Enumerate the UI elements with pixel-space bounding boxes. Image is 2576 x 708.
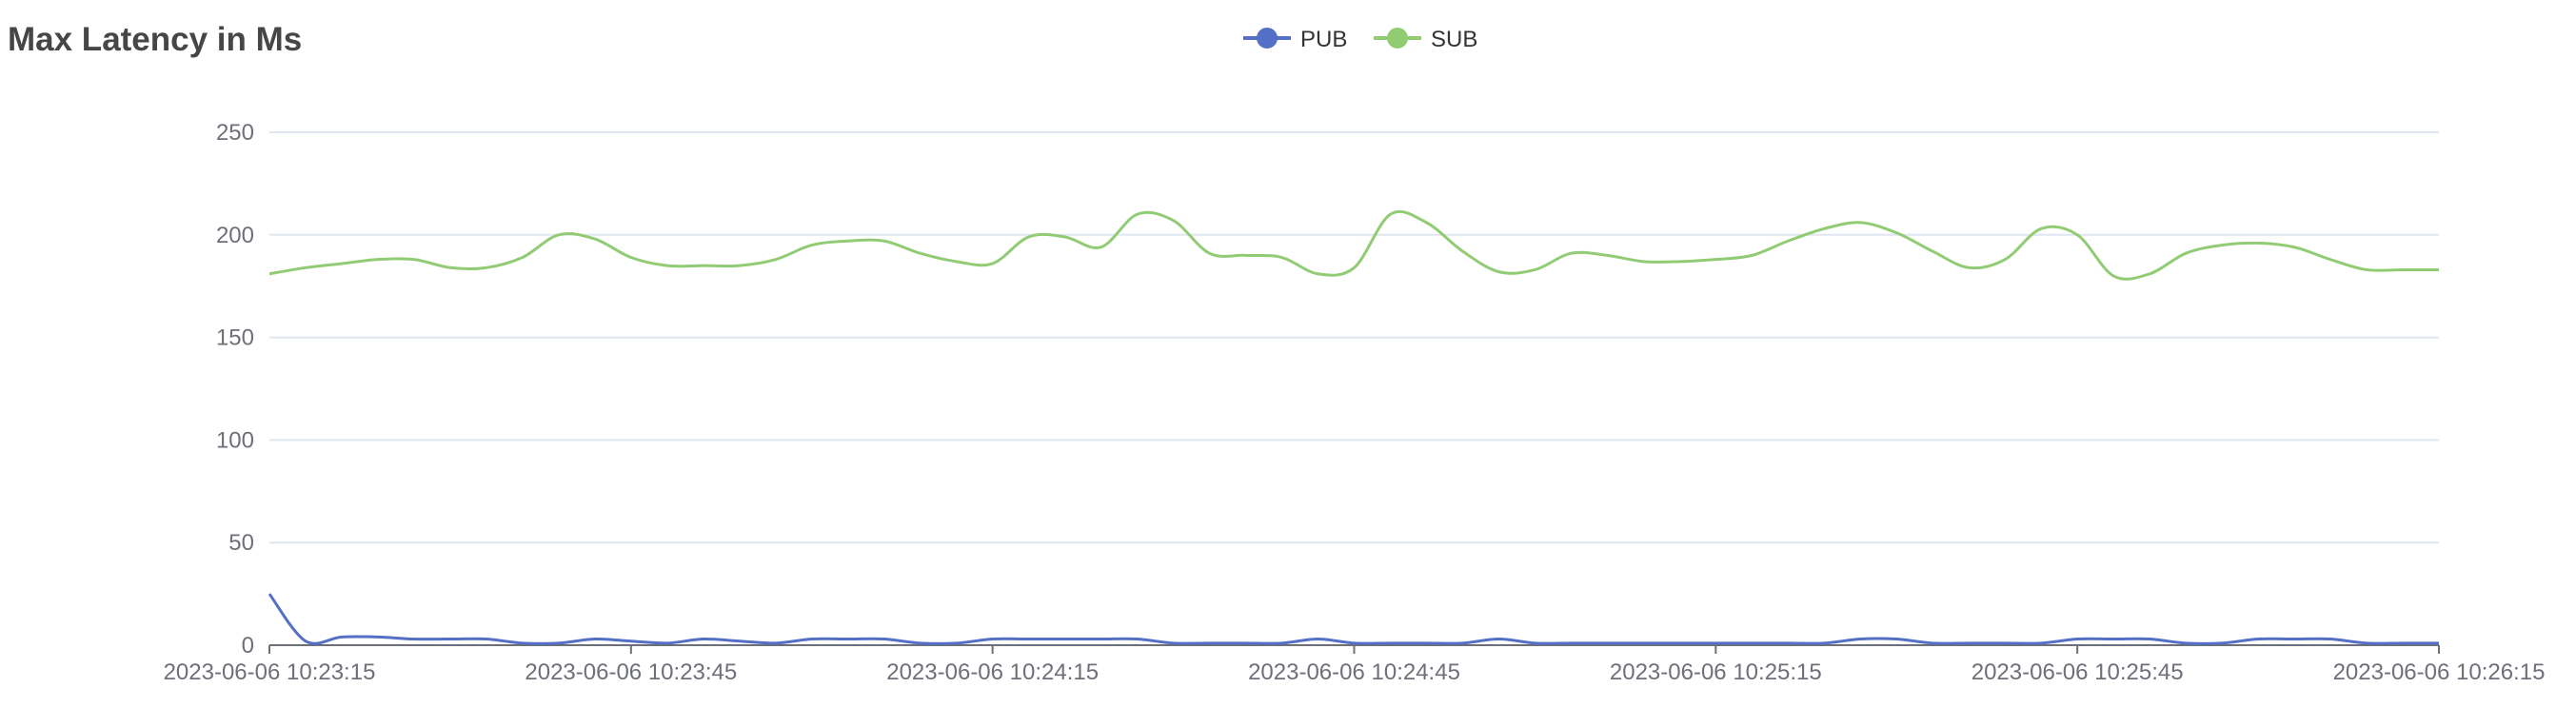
x-tick-label: 2023-06-06 10:23:45 (525, 659, 737, 685)
x-tick-label: 2023-06-06 10:24:15 (886, 659, 1099, 685)
x-tick-label: 2023-06-06 10:24:45 (1248, 659, 1460, 685)
x-tick-label: 2023-06-06 10:25:45 (1972, 659, 2184, 685)
y-tick-label: 200 (216, 223, 254, 248)
x-tick-label: 2023-06-06 10:25:15 (1610, 659, 1822, 685)
legend-marker-icon (1257, 28, 1278, 49)
legend[interactable]: PUB SUB (1243, 27, 1477, 52)
legend-label: SUB (1431, 27, 1477, 52)
legend-item-pub[interactable]: PUB (1243, 27, 1347, 52)
y-tick-label: 150 (216, 325, 254, 351)
legend-item-sub[interactable]: SUB (1374, 27, 1477, 52)
x-tick-label: 2023-06-06 10:23:15 (164, 659, 376, 685)
chart-title: Max Latency in Ms (8, 21, 303, 58)
x-axis (268, 644, 2440, 654)
y-axis-labels: 0 50 100 150 200 250 (216, 120, 254, 659)
y-tick-label: 0 (242, 633, 254, 659)
x-tick-label: 2023-06-06 10:26:15 (2333, 659, 2546, 685)
legend-label: PUB (1300, 27, 1347, 52)
x-axis-labels: 2023-06-06 10:23:15 2023-06-06 10:23:45 20… (164, 659, 2546, 685)
y-tick-label: 100 (216, 427, 254, 453)
grid-lines (269, 131, 2439, 544)
y-tick-label: 250 (216, 120, 254, 146)
series-line-sub (268, 209, 2439, 281)
legend-marker-icon (1387, 28, 1408, 49)
series-line-pub (268, 593, 2439, 645)
y-tick-label: 50 (228, 530, 254, 556)
series-lines (268, 209, 2439, 645)
